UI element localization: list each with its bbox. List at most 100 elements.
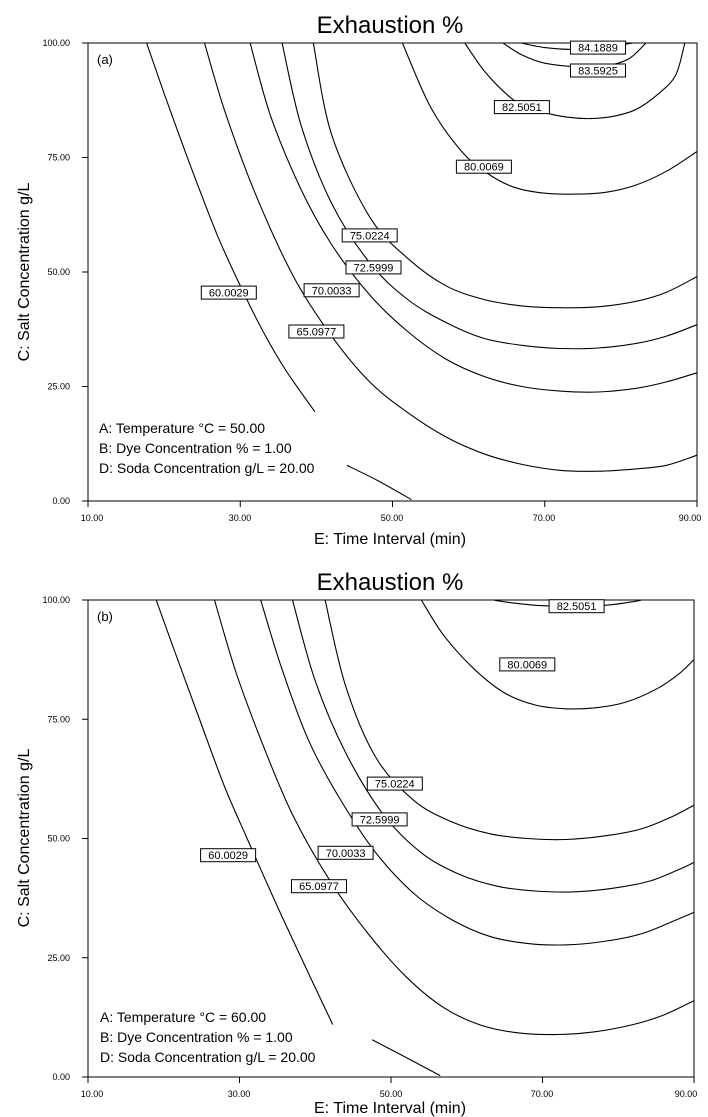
legend-line: B: Dye Concentration % = 1.00 bbox=[100, 1029, 293, 1045]
contour-label-text: 82.5051 bbox=[557, 601, 597, 613]
contour-label: 80.0069 bbox=[499, 657, 556, 672]
contour-label: 75.0224 bbox=[341, 228, 398, 243]
contour-label-text: 82.5051 bbox=[502, 102, 542, 114]
panel-b-tag: (b) bbox=[97, 609, 113, 624]
contour-label-text: 75.0224 bbox=[350, 230, 390, 242]
contour-line bbox=[291, 599, 695, 893]
panel-b-contour-labels: 82.5051 80.0069 75.0224 72.5999 70.0033 65.09… bbox=[200, 599, 605, 894]
contour-label-text: 84.1889 bbox=[578, 43, 618, 55]
contour-line bbox=[371, 1039, 441, 1077]
y-tick-label: 25.00 bbox=[47, 953, 70, 963]
contour-label-box bbox=[341, 228, 398, 243]
contour-label-text: 70.0033 bbox=[312, 285, 352, 297]
panel-b-title: Exhaustion % bbox=[317, 569, 464, 596]
contour-label: 65.0977 bbox=[291, 879, 347, 894]
contour-label-box bbox=[499, 657, 556, 672]
contour-label-box bbox=[570, 40, 626, 55]
contour-label-box bbox=[291, 879, 347, 894]
contour-label-text: 60.0029 bbox=[208, 850, 248, 862]
panel-b-x-axis-label: E: Time Interval (min) bbox=[314, 1100, 466, 1117]
contour-line bbox=[420, 599, 695, 710]
contour-line bbox=[324, 599, 695, 841]
contour-label: 75.0224 bbox=[366, 776, 423, 791]
contour-label-text: 72.5999 bbox=[354, 262, 394, 274]
contour-line bbox=[312, 42, 698, 309]
panel-a-legend: A: Temperature °C = 50.00 B: Dye Concent… bbox=[99, 420, 315, 476]
panel-a-tag: (a) bbox=[97, 52, 113, 67]
contour-label-box bbox=[303, 283, 360, 298]
panel-a-y-ticks: 0.00 25.00 50.00 75.00 100.00 bbox=[42, 38, 88, 506]
x-tick-label: 70.00 bbox=[533, 513, 556, 523]
contour-label-text: 60.0029 bbox=[209, 288, 249, 300]
contour-line bbox=[260, 599, 695, 946]
contour-label: 65.0977 bbox=[288, 324, 345, 339]
panel-b-plot-frame bbox=[87, 599, 695, 1078]
contour-label-box bbox=[455, 159, 512, 174]
legend-line: B: Dye Concentration % = 1.00 bbox=[99, 440, 292, 456]
contour-label-box bbox=[548, 599, 605, 614]
y-tick-label: 75.00 bbox=[47, 714, 70, 724]
legend-line: A: Temperature °C = 60.00 bbox=[100, 1009, 266, 1025]
panel-b-contours bbox=[155, 599, 695, 1077]
contour-line bbox=[155, 599, 334, 1025]
contour-label: 82.5051 bbox=[548, 599, 605, 614]
contour-label: 72.5999 bbox=[351, 812, 408, 827]
contour-label-text: 80.0069 bbox=[507, 659, 547, 671]
contour-line bbox=[249, 42, 698, 393]
y-tick-label: 25.00 bbox=[47, 382, 70, 392]
panel-a-contours bbox=[146, 42, 698, 501]
contour-label-box bbox=[366, 776, 423, 791]
contour-label-box bbox=[317, 845, 374, 860]
panel-a-title: Exhaustion % bbox=[317, 12, 464, 39]
contour-line bbox=[464, 42, 686, 120]
panel-b-x-ticks: 10.00 30.00 50.00 70.00 90.00 bbox=[81, 1077, 698, 1099]
contour-label-box bbox=[200, 848, 257, 863]
x-tick-label: 70.00 bbox=[531, 1089, 554, 1099]
panel-a: Exhaustion % 84.1889 83.5925 82.5051 80.006… bbox=[16, 12, 701, 548]
contour-line bbox=[203, 42, 698, 472]
contour-label: 80.0069 bbox=[455, 159, 512, 174]
contour-label-box bbox=[288, 324, 345, 339]
panel-a-x-ticks: 10.00 30.00 50.00 70.00 90.00 bbox=[81, 501, 702, 523]
contour-label: 84.1889 bbox=[570, 40, 626, 55]
y-tick-label: 50.00 bbox=[47, 834, 70, 844]
panel-a-contour-labels: 84.1889 83.5925 82.5051 80.0069 75.0224 72.59… bbox=[200, 40, 626, 339]
legend-line: A: Temperature °C = 50.00 bbox=[99, 420, 265, 436]
contour-label: 60.0029 bbox=[200, 848, 257, 863]
contour-label-box bbox=[570, 63, 626, 78]
contour-label-text: 70.0033 bbox=[326, 848, 366, 860]
contour-label-text: 75.0224 bbox=[375, 779, 415, 791]
y-tick-label: 100.00 bbox=[42, 38, 70, 48]
panel-b-legend: A: Temperature °C = 60.00 B: Dye Concent… bbox=[100, 1009, 316, 1065]
panel-a-x-axis-label: E: Time Interval (min) bbox=[314, 531, 466, 548]
y-tick-label: 50.00 bbox=[47, 267, 70, 277]
x-tick-label: 30.00 bbox=[228, 1089, 251, 1099]
y-tick-label: 0.00 bbox=[52, 1072, 70, 1082]
x-tick-label: 90.00 bbox=[675, 1089, 698, 1099]
panel-b-y-axis-label: C: Salt Concentration g/L bbox=[16, 749, 33, 928]
panel-b-y-ticks: 0.00 25.00 50.00 75.00 100.00 bbox=[42, 595, 88, 1082]
x-tick-label: 50.00 bbox=[380, 1089, 403, 1099]
x-tick-label: 90.00 bbox=[679, 513, 702, 523]
x-tick-label: 50.00 bbox=[381, 513, 404, 523]
contour-label-text: 65.0977 bbox=[297, 327, 337, 339]
contour-label: 83.5925 bbox=[570, 63, 626, 78]
legend-line: D: Soda Concentration g/L = 20.00 bbox=[99, 460, 315, 476]
contour-line bbox=[213, 599, 695, 1036]
y-tick-label: 100.00 bbox=[42, 595, 70, 605]
contour-label: 60.0029 bbox=[200, 285, 257, 300]
contour-label-text: 80.0069 bbox=[464, 162, 504, 174]
contour-label: 70.0033 bbox=[317, 845, 374, 860]
contour-label-text: 72.5999 bbox=[360, 814, 400, 826]
x-tick-label: 30.00 bbox=[229, 513, 252, 523]
panel-b: Exhaustion % 82.5051 80.0069 75.0224 72.599… bbox=[16, 569, 697, 1117]
contour-label: 82.5051 bbox=[493, 100, 550, 115]
contour-label: 70.0033 bbox=[303, 283, 360, 298]
contour-label-box bbox=[345, 260, 402, 275]
contour-line bbox=[281, 42, 698, 350]
y-tick-label: 0.00 bbox=[52, 496, 70, 506]
contour-label-text: 83.5925 bbox=[578, 66, 618, 78]
contour-label-box bbox=[351, 812, 408, 827]
x-tick-label: 10.00 bbox=[81, 513, 104, 523]
